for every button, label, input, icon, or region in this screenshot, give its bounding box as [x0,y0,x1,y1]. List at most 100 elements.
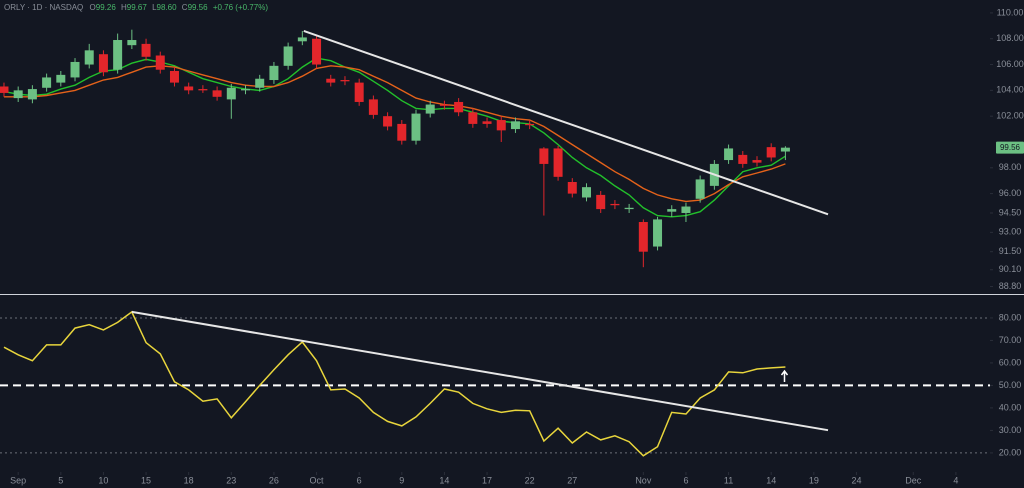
candle-body [510,121,520,130]
candle-body [155,55,165,70]
y-tick-label: 94.50 [999,207,1022,217]
y-tick-label: 93.00 [999,227,1022,237]
candle-body [340,80,350,82]
x-tick-label: 17 [482,475,492,485]
y-tick-label: 106.00 [996,59,1024,69]
candle-body [169,70,179,83]
x-tick-label: 18 [184,475,194,485]
candle-body [667,209,677,212]
candle-body [553,148,563,177]
signal-arrow [780,369,789,382]
candle-body [70,61,80,78]
plot-area: 110.00 108.00 106.00 104.00 102.00 98.00 96.00… [0,7,1024,485]
quote-label: L [152,3,157,12]
moving-average [3,57,786,218]
candle-body [0,86,9,93]
x-tick-label: 4 [953,475,958,485]
candle-body [638,222,648,252]
candle-body [113,40,123,70]
candle-body [198,89,208,91]
last-price-label: 99.56 [1000,143,1021,152]
candle-body [738,154,748,164]
candle-body [241,89,251,91]
quote-value: 99.67 [127,3,148,12]
candle-body [454,101,464,113]
candle-body [780,147,790,152]
x-tick-label: 9 [399,475,404,485]
candle-body [610,203,620,206]
quote-label: H [121,3,127,12]
y-tick-label: 102.00 [996,111,1024,121]
candle-body [425,104,435,114]
candle-body [581,187,591,198]
candle-body [724,148,734,161]
quote-value: 98.60 [157,3,178,12]
y-tick-label: 60.00 [999,357,1022,367]
trendline [303,30,829,216]
candle-body [312,38,322,65]
y-tick-label: 110.00 [997,7,1024,17]
candle-body [482,121,492,124]
candle-body [56,74,66,83]
candle-body [297,37,307,42]
y-tick-label: 90.10 [999,264,1022,274]
candle-body [752,160,762,163]
x-tick-label: 5 [58,475,63,485]
x-tick-label: 26 [269,475,279,485]
last-price-box [996,141,1024,154]
candle-body [468,112,478,124]
candle-body [354,82,364,102]
y-tick-label: 30.00 [999,425,1022,435]
x-tick-label: Dec [905,475,922,485]
y-tick-label: 40.00 [999,402,1022,412]
candle-body [624,207,634,210]
y-tick-label: 88.80 [999,281,1022,291]
candle-body [212,90,222,97]
x-tick-label: 14 [439,475,449,485]
quote-value: 99.56 [188,3,209,12]
moving-average [4,65,786,203]
symbol: ORLY · 1D · NASDAQ [4,3,83,12]
candle-body [411,113,421,141]
y-tick-label: 70.00 [999,335,1022,345]
candle-body [596,194,606,210]
quote-value: 99.26 [96,3,117,12]
quote-label: O [90,3,96,12]
y-tick-label: 50.00 [999,380,1022,390]
candle-body [695,179,705,199]
quote-label: C [182,3,188,12]
candle-body [397,123,407,141]
candle-body [368,99,378,115]
x-tick-label: 6 [683,475,688,485]
x-tick-label: Nov [635,475,652,485]
candle-body [141,43,151,57]
candle-body [539,148,549,164]
indicator-line [3,310,786,457]
candle-body [42,77,52,88]
x-tick-label: Oct [310,475,325,485]
y-tick-label: 98.00 [999,162,1022,172]
x-tick-label: 6 [357,475,362,485]
y-tick-label: 80.00 [999,312,1022,322]
candle-body [255,78,265,88]
candle-body [567,181,577,194]
y-tick-label: 96.00 [999,188,1022,198]
candle-body [98,54,108,73]
candle-body [766,147,776,158]
y-tick-label: 20.00 [999,447,1022,457]
x-tick-label: 22 [525,475,535,485]
x-tick-label: 27 [567,475,577,485]
header-quote: ORLY · 1D · NASDAQ O99.26 H99.67 L98.60 … [4,3,268,12]
candle-body [84,50,94,65]
y-tick-label: 91.50 [999,246,1022,256]
candle-body [269,65,279,81]
x-tick-label: 14 [766,475,776,485]
candle-body [13,90,23,99]
candle-body [525,123,535,126]
x-tick-label: 15 [141,475,151,485]
x-tick-label: 23 [226,475,236,485]
x-tick-label: 24 [851,475,861,485]
